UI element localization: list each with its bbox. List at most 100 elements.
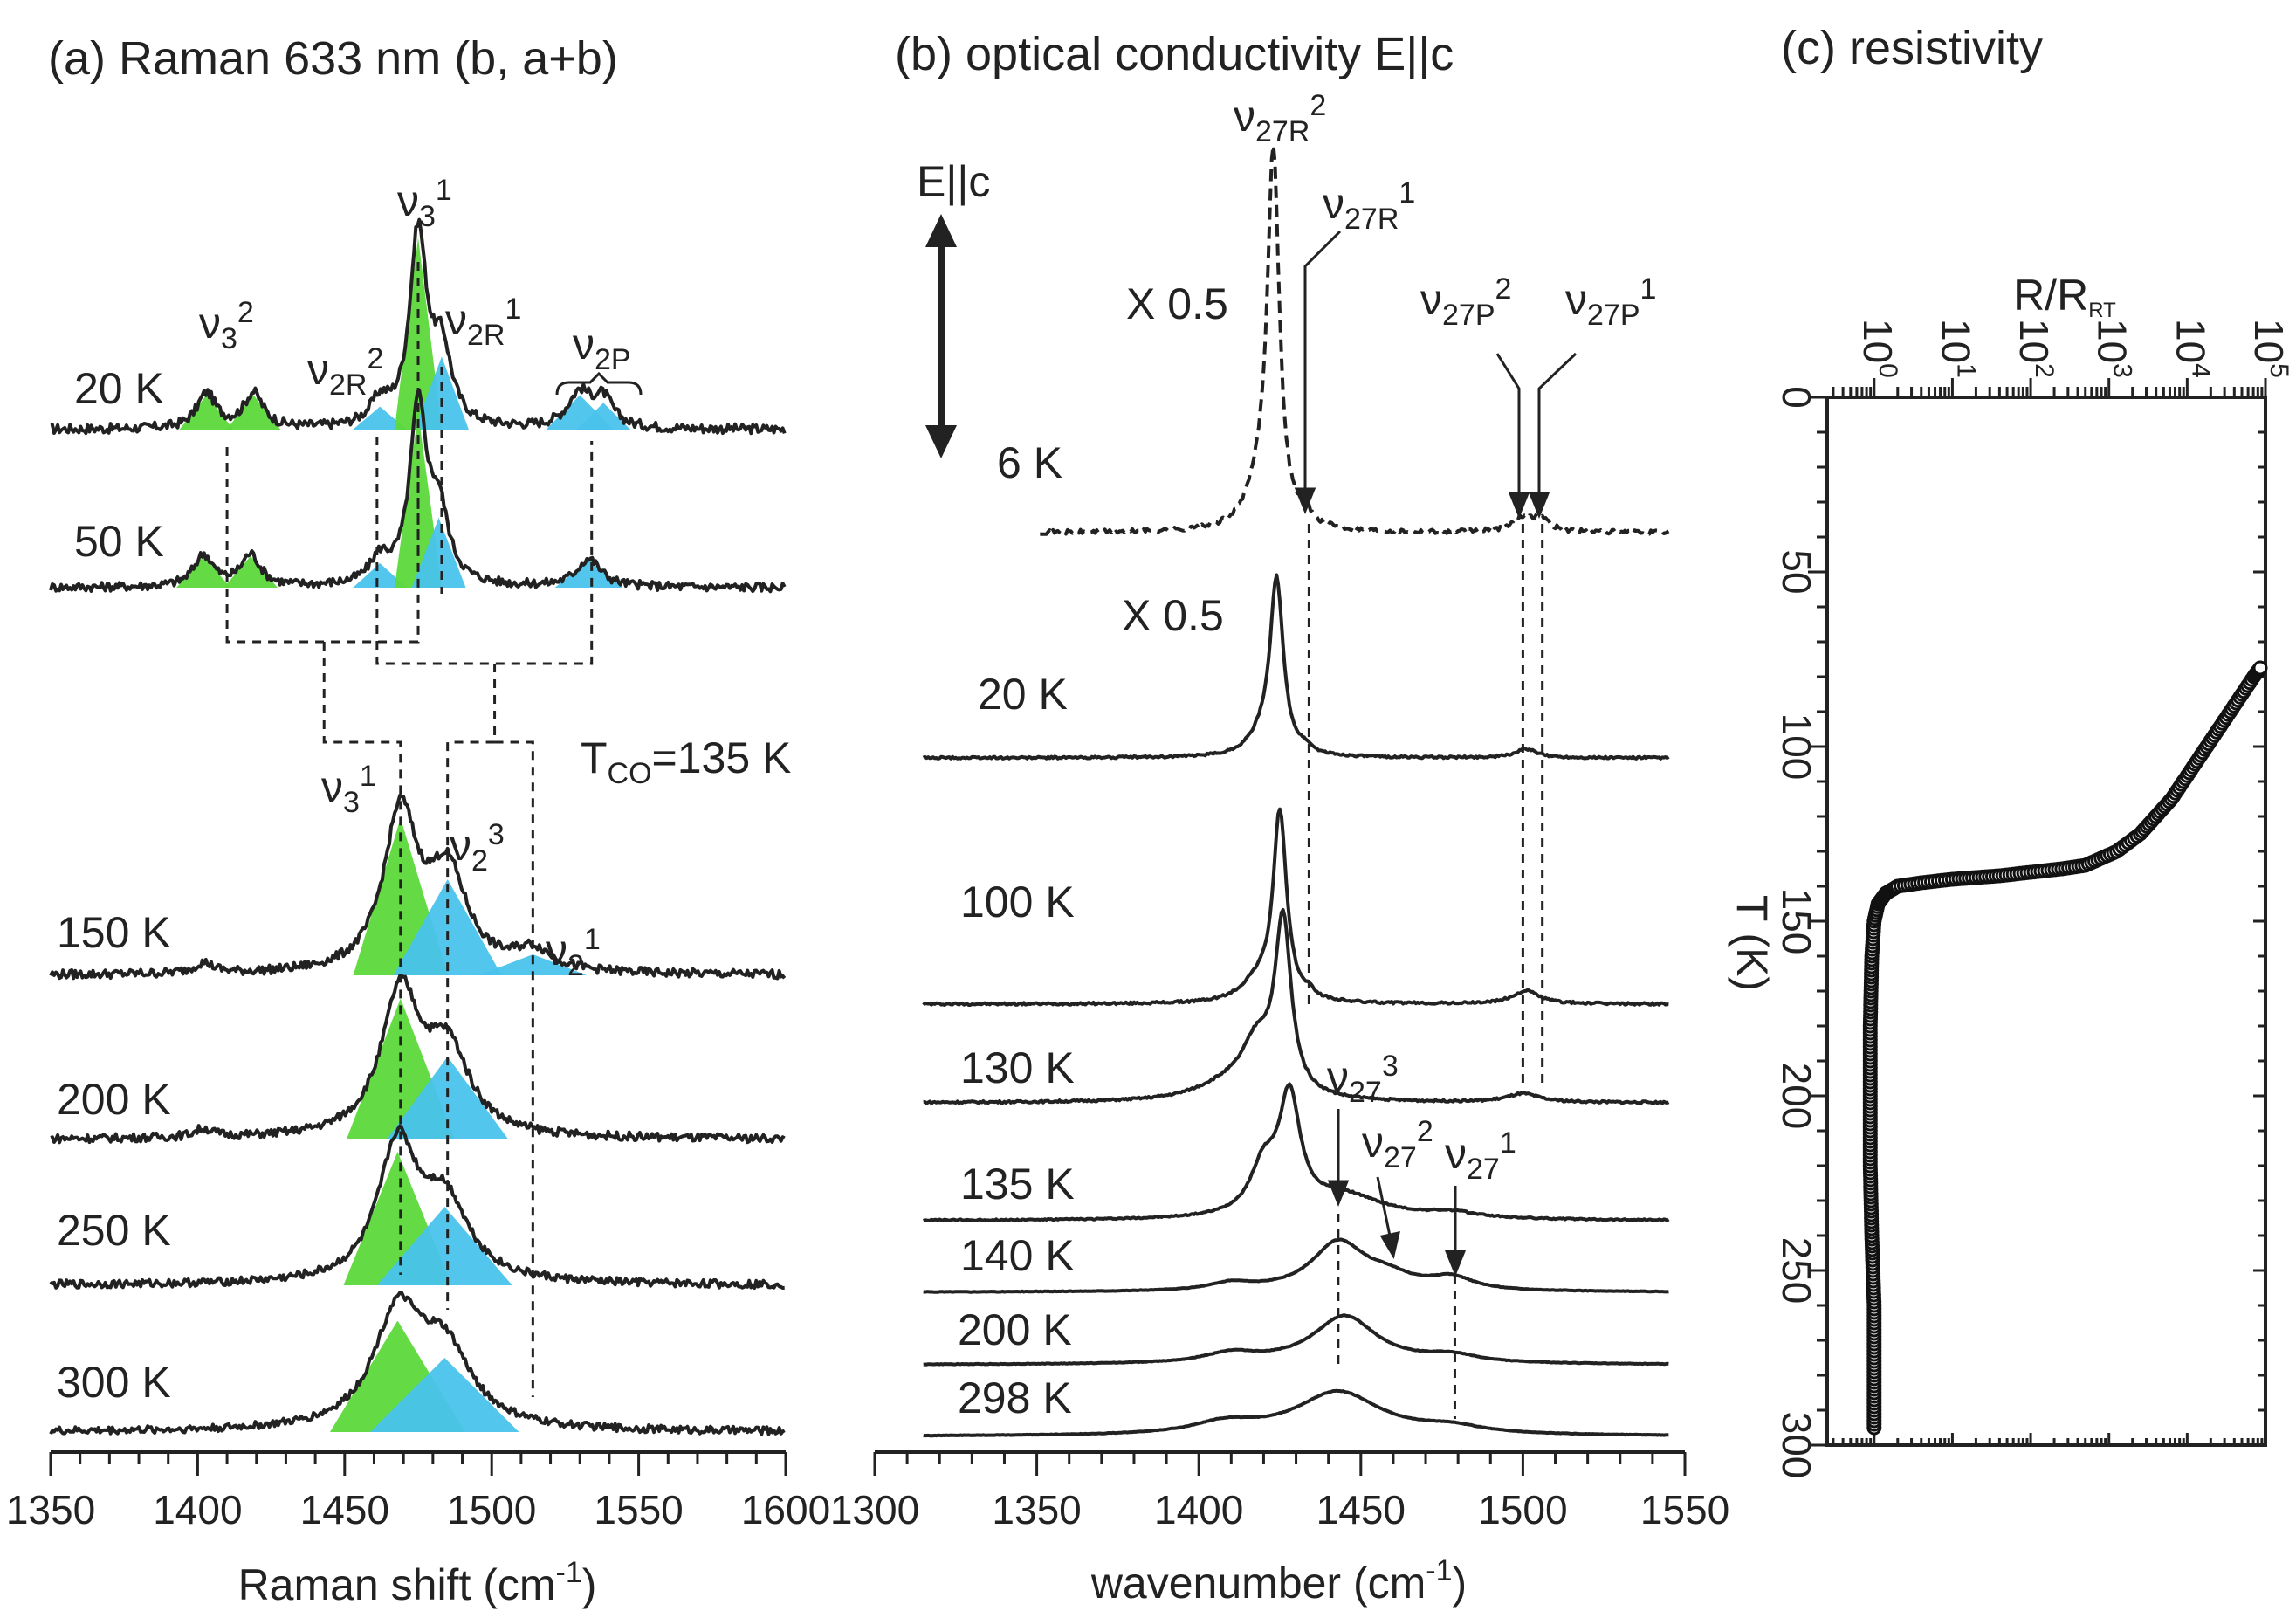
a-xtick-label-1600: 1600	[741, 1487, 830, 1532]
c-ytick-label-200: 200	[1774, 1063, 1819, 1130]
b-temp-200K: 200 K	[958, 1305, 1072, 1354]
a-peak-fill-1-5	[554, 560, 623, 588]
a-spectrum-150K	[49, 794, 787, 981]
a-label-nu2P: ν2P	[573, 320, 631, 376]
b-label-nu27-1: ν271	[1445, 1126, 1516, 1186]
panel-b-guide-lines	[1307, 524, 1544, 1419]
b-polarization-label: E||c	[917, 157, 990, 206]
a-label-nu3-2: ν32	[199, 296, 254, 355]
b-spectrum-140K	[923, 1237, 1669, 1294]
a-guide-nu2-1	[494, 740, 534, 1397]
a-temp-250K: 250 K	[57, 1206, 171, 1255]
a-temp-150K: 150 K	[57, 908, 171, 957]
b-temp-130K: 130 K	[960, 1043, 1075, 1092]
b-xtick-label-1500: 1500	[1478, 1487, 1567, 1532]
panel-c-data-points	[1862, 660, 2268, 1436]
b-temp-135K: 135 K	[960, 1160, 1075, 1208]
panel-c-x-ticks: 100 101 102 103 104 105	[1832, 319, 2293, 1445]
a-peak-fill-0-2	[353, 406, 408, 430]
b-temp-6K: 6 K	[997, 438, 1062, 487]
a-spectrum-300K	[49, 1291, 786, 1436]
a-guide-nu2-low	[375, 437, 594, 665]
b-xtick-label-1300: 1300	[830, 1487, 919, 1532]
b-label-nu27-2: ν272	[1362, 1115, 1433, 1174]
a-peak-fill-0-0	[179, 395, 234, 430]
b-spectrum-298K	[923, 1388, 1669, 1438]
a-peak-fill-0-4	[414, 356, 469, 430]
a-peak-fill-1-1	[223, 556, 278, 588]
a-guide-nu3-low	[225, 447, 420, 644]
a-peak-fill-1-0	[176, 556, 231, 588]
b-spectrum-6K	[1040, 143, 1670, 536]
c-ytick-label-250: 250	[1774, 1237, 1819, 1305]
a-guide-nu2-3	[446, 664, 497, 1310]
c-ytick-label-100: 100	[1774, 713, 1819, 781]
a-tco-label: TCO=135 K	[581, 733, 791, 790]
panel-b-spectra	[922, 143, 1670, 1438]
panel-c-title: (c) resistivity	[1781, 22, 2043, 74]
a-peak-fill-3-1	[386, 1057, 509, 1139]
a-xtick-label-1550: 1550	[594, 1487, 683, 1532]
b-xtick-label-1400: 1400	[1154, 1487, 1243, 1532]
a-temp-200K: 200 K	[57, 1075, 171, 1124]
a-xtick-label-1350: 1350	[6, 1487, 95, 1532]
panel-a-x-label: Raman shift (cm-1)	[238, 1556, 597, 1609]
b-spectrum-20K	[922, 573, 1670, 761]
panel-b-title: (b) optical conductivity E||c	[895, 28, 1454, 80]
c-xtick-label-1: 101	[1933, 319, 1980, 378]
b-xtick-label-1350: 1350	[992, 1487, 1081, 1532]
b-label-nu27P-2: ν27P2	[1420, 272, 1511, 332]
panel-b-x-label: wavenumber (cm-1)	[1090, 1554, 1467, 1608]
c-xtick-label-5: 105	[2246, 319, 2293, 378]
a-peak-fill-0-1	[226, 395, 281, 430]
b-spectrum-135K	[922, 1082, 1670, 1222]
a-peak-fill-1-2	[353, 563, 408, 588]
a-spectrum-250K	[49, 1124, 785, 1290]
a-label-nu2-1: ν21	[546, 923, 601, 982]
a-xtick-label-1500: 1500	[447, 1487, 536, 1532]
a-peak-fill-5-1	[370, 1358, 519, 1432]
a-spectrum-20K	[50, 217, 787, 436]
b-xtick-label-1450: 1450	[1316, 1487, 1406, 1532]
c-xtick-label-0: 100	[1855, 319, 1902, 378]
b-spectrum-130K	[923, 908, 1670, 1105]
c-ytick-label-50: 50	[1774, 549, 1819, 594]
a-peak-fill-1-4	[411, 518, 466, 588]
c-ytick-label-0: 0	[1774, 386, 1819, 409]
a-label-nu2R-1: ν2R1	[445, 293, 521, 352]
panel-c-x-label: R/RRT	[2013, 271, 2116, 322]
a-temp-20K: 20 K	[74, 364, 164, 413]
c-xtick-label-3: 103	[2090, 319, 2137, 378]
a-spectrum-200K	[50, 974, 786, 1145]
a-xtick-label-1450: 1450	[300, 1487, 389, 1532]
panel-c-y-label: T (K)	[1728, 895, 1777, 991]
panel-c-frame	[1825, 396, 2267, 1447]
a-temp-300K: 300 K	[57, 1358, 171, 1407]
b-xtick-label-1550: 1550	[1640, 1487, 1729, 1532]
a-peak-fill-0-6	[576, 403, 631, 430]
panel-c-y-ticks: 0 50 100 150 200 250 300	[1774, 386, 2265, 1478]
a-label-nu2R-2: ν2R2	[307, 342, 383, 402]
b-spectrum-100K	[922, 807, 1669, 1007]
b-spectrum-200K	[923, 1313, 1669, 1367]
b-temp-20K: 20 K	[978, 670, 1068, 719]
panel-a-x-ticks: 1350 1400 1450 1500 1550 1600	[6, 1452, 830, 1532]
c-xtick-label-4: 104	[2168, 319, 2215, 378]
panel-b-x-ticks: 1300 1350 1400 1450 1500 1550	[830, 1452, 1729, 1532]
a-peak-fill-2-1	[393, 879, 502, 975]
c-xtick-label-2: 102	[2011, 319, 2059, 378]
a-label-nu3-1-top: ν31	[397, 174, 452, 233]
a-temp-50K: 50 K	[74, 517, 164, 566]
panel-b: (b) optical conductivity E||c 1300 1350 14…	[830, 28, 1729, 1608]
a-label-nu3-1-bottom: ν31	[321, 760, 376, 819]
b-arrows	[1294, 230, 1578, 1277]
b-scale-label-20K: X 0.5	[1122, 591, 1224, 640]
b-scale-label-6K: X 0.5	[1126, 279, 1228, 328]
panel-a-guide-lines	[225, 262, 594, 1397]
b-temp-140K: 140 K	[960, 1231, 1075, 1280]
a-peak-fill-2-2	[478, 954, 588, 975]
b-label-nu27P-1: ν27P1	[1565, 272, 1656, 332]
c-ytick-label-150: 150	[1774, 888, 1819, 955]
